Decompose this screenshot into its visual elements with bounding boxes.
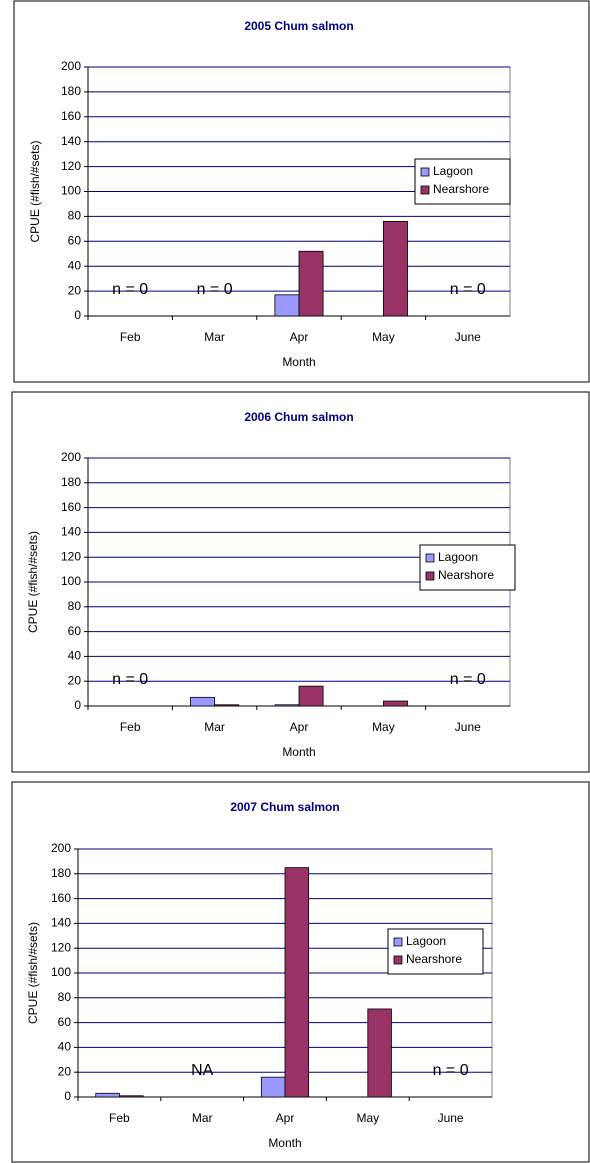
chart-title: 2006 Chum salmon [244,410,353,424]
bar [367,1008,392,1098]
x-tick-label: June [455,330,481,344]
bar [382,700,408,707]
annotation: n = 0 [450,281,486,298]
x-tick-label: May [372,330,395,344]
y-tick-label: 180 [51,866,71,880]
y-tick-label: 160 [51,891,71,905]
y-tick-label: 60 [58,1015,72,1029]
x-tick-label: Feb [109,1111,130,1125]
y-tick-label: 160 [61,109,81,123]
y-tick-label: 120 [51,940,71,954]
bar [214,704,240,707]
x-tick-label: Feb [120,720,141,734]
x-tick-label: June [438,1111,464,1125]
chart: 2007 Chum salmon 0 20 40 60 80 100 120 140 160 180… [11,781,590,1163]
y-tick-label: 100 [61,574,81,588]
bar [274,294,300,317]
y-tick-label: 200 [61,59,81,73]
chart: 2006 Chum salmon 0 20 40 60 80 100 120 140 160 180… [11,391,590,773]
y-tick-label: 180 [61,475,81,489]
x-axis-label: Month [282,745,315,759]
bar [298,250,324,317]
x-axis-label: Month [282,355,315,369]
y-tick-label: 0 [64,1089,71,1103]
chart: 2005 Chum salmon 0 20 40 60 80 100 120 140 160 180… [13,0,590,383]
y-tick-label: 80 [68,209,82,223]
legend-label: Nearshore [438,568,494,582]
legend-swatch [425,571,435,581]
y-tick-label: 40 [68,258,82,272]
y-axis-label: CPUE (#fish/#sets) [28,140,42,242]
legend-swatch [425,553,435,563]
y-tick-label: 160 [61,500,81,514]
y-tick-label: 100 [61,184,81,198]
y-tick-label: 120 [61,159,81,173]
chart-title: 2005 Chum salmon [244,19,353,33]
bar [274,704,300,707]
bar [284,867,310,1098]
y-tick-label: 80 [68,599,82,613]
chart-title: 2007 Chum salmon [230,800,339,814]
x-tick-label: May [356,1111,379,1125]
legend-box [419,544,516,591]
y-tick-label: 140 [51,916,71,930]
legend-label: Lagoon [438,550,478,564]
legend-label: Lagoon [406,934,446,948]
legend-swatch [393,937,403,947]
x-tick-label: Apr [290,330,309,344]
x-tick-label: June [455,720,481,734]
bar [95,1092,120,1098]
legend-swatch [420,167,430,177]
bar [298,685,324,707]
bar [260,1076,286,1098]
y-tick-label: 140 [61,525,81,539]
x-tick-label: Mar [192,1111,213,1125]
y-tick-label: 180 [61,84,81,98]
x-tick-label: Feb [120,330,141,344]
x-tick-label: May [372,720,395,734]
y-tick-label: 60 [68,233,82,247]
x-tick-label: Apr [290,720,309,734]
legend-label: Lagoon [433,164,473,178]
x-tick-label: Apr [276,1111,295,1125]
annotation: n = 0 [197,281,233,298]
y-axis-label: CPUE (#fish/#sets) [26,531,40,633]
legend-swatch [420,185,430,195]
y-tick-label: 140 [61,134,81,148]
y-tick-label: 20 [58,1064,72,1078]
y-tick-label: 100 [51,965,71,979]
y-tick-label: 80 [58,990,72,1004]
y-tick-label: 0 [74,308,81,322]
x-axis-label: Month [268,1136,301,1150]
y-tick-label: 0 [74,698,81,712]
annotation: NA [191,1062,214,1079]
y-tick-label: 60 [68,624,82,638]
x-tick-label: Mar [204,330,225,344]
y-tick-label: 200 [61,450,81,464]
bar [119,1095,144,1098]
x-tick-label: Mar [204,720,225,734]
y-tick-label: 120 [61,549,81,563]
legend-label: Nearshore [406,952,462,966]
bar [382,220,408,317]
annotation: n = 0 [112,671,148,688]
y-axis-label: CPUE (#fish/#sets) [26,922,40,1024]
y-tick-label: 40 [68,649,82,663]
y-tick-label: 20 [68,283,82,297]
y-tick-label: 200 [51,841,71,855]
annotation: n = 0 [450,671,486,688]
annotation: n = 0 [433,1062,469,1079]
annotation: n = 0 [112,281,148,298]
bar [190,696,216,707]
legend-box [387,928,484,975]
y-tick-label: 20 [68,673,82,687]
y-tick-label: 40 [58,1040,72,1054]
legend-label: Nearshore [433,182,489,196]
legend-swatch [393,955,403,965]
legend-box [414,158,511,205]
